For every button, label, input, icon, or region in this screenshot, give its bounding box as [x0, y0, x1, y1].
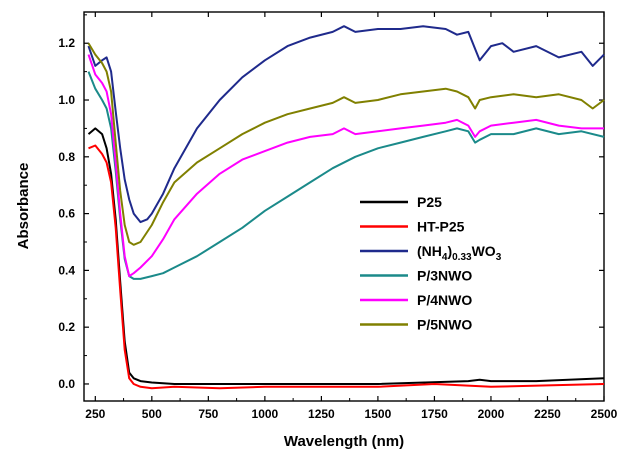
y-tick-label: 1.0	[58, 93, 75, 107]
series-line-nh4-0-33wo3	[87, 25, 605, 224]
legend-label: P/5NWO	[417, 317, 472, 333]
y-tick-label: 0.0	[58, 377, 75, 391]
x-tick-label: 1500	[365, 407, 392, 421]
plot-frame	[83, 11, 605, 402]
tick-group: 250 500 750 1000 1250 1500 1750 2000 2250 2500 0.0…	[58, 12, 618, 421]
x-tick-label: 2000	[478, 407, 505, 421]
legend-label: P25	[417, 194, 442, 210]
x-tick-label: 1750	[421, 407, 448, 421]
legend-label: (NH4)0.33WO3	[417, 243, 502, 263]
legend: P25 HT-P25 (NH4)0.33WO3 P/3NWO P/4NWO P/5NWO	[360, 194, 502, 333]
x-tick-label: 750	[198, 407, 218, 421]
y-axis-title: Absorbance	[15, 163, 32, 250]
legend-label: P/4NWO	[417, 292, 472, 308]
series-line-p-4nwo	[87, 54, 604, 278]
x-tick-label: 1000	[252, 407, 279, 421]
y-tick-label: 0.2	[58, 320, 75, 334]
series-line-p25	[87, 127, 605, 385]
series-line-p-3nwo	[87, 71, 605, 280]
legend-label: P/3NWO	[417, 268, 472, 284]
y-tick-label: 0.6	[58, 207, 75, 221]
y-tick-label: 0.4	[58, 263, 75, 277]
x-tick-label: 500	[142, 407, 162, 421]
y-tick-label: 0.8	[58, 150, 75, 164]
series-group	[87, 25, 605, 390]
y-tick-label: 1.2	[58, 36, 75, 50]
series-line-ht-p25	[88, 144, 605, 390]
x-tick-label: 2500	[591, 407, 618, 421]
x-tick-label: 2250	[534, 407, 561, 421]
x-axis-title: Wavelength (nm)	[284, 433, 404, 450]
x-tick-label: 250	[85, 407, 105, 421]
legend-label: HT-P25	[417, 219, 465, 235]
x-tick-label: 1250	[308, 407, 335, 421]
series-line-p-5nwo	[87, 42, 605, 246]
